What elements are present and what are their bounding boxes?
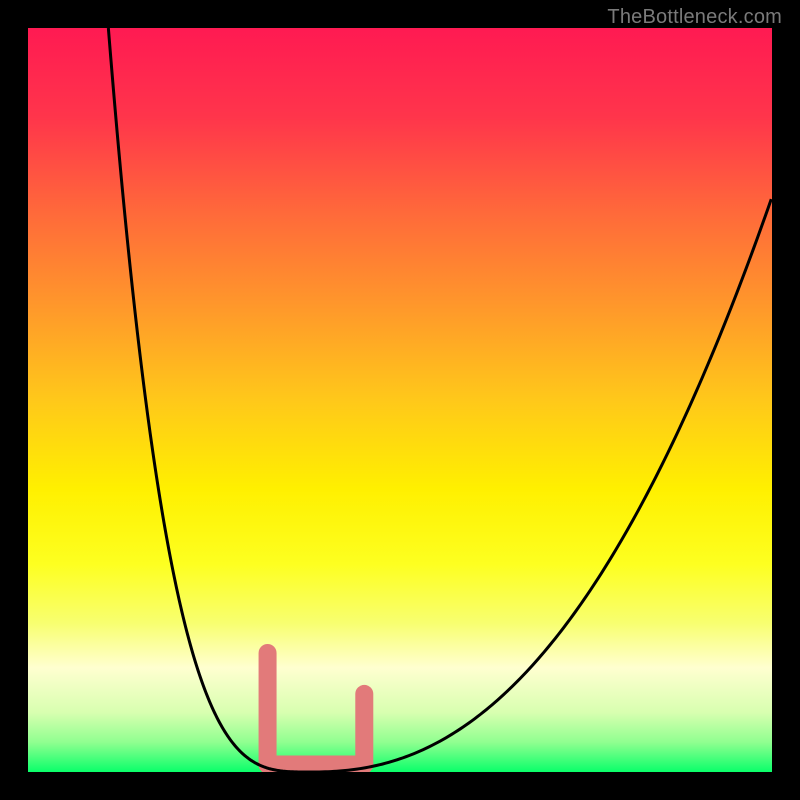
chart-svg bbox=[28, 28, 772, 772]
watermark-label: TheBottleneck.com bbox=[607, 6, 782, 29]
chart-background bbox=[28, 28, 772, 772]
bottleneck-chart bbox=[28, 28, 772, 772]
